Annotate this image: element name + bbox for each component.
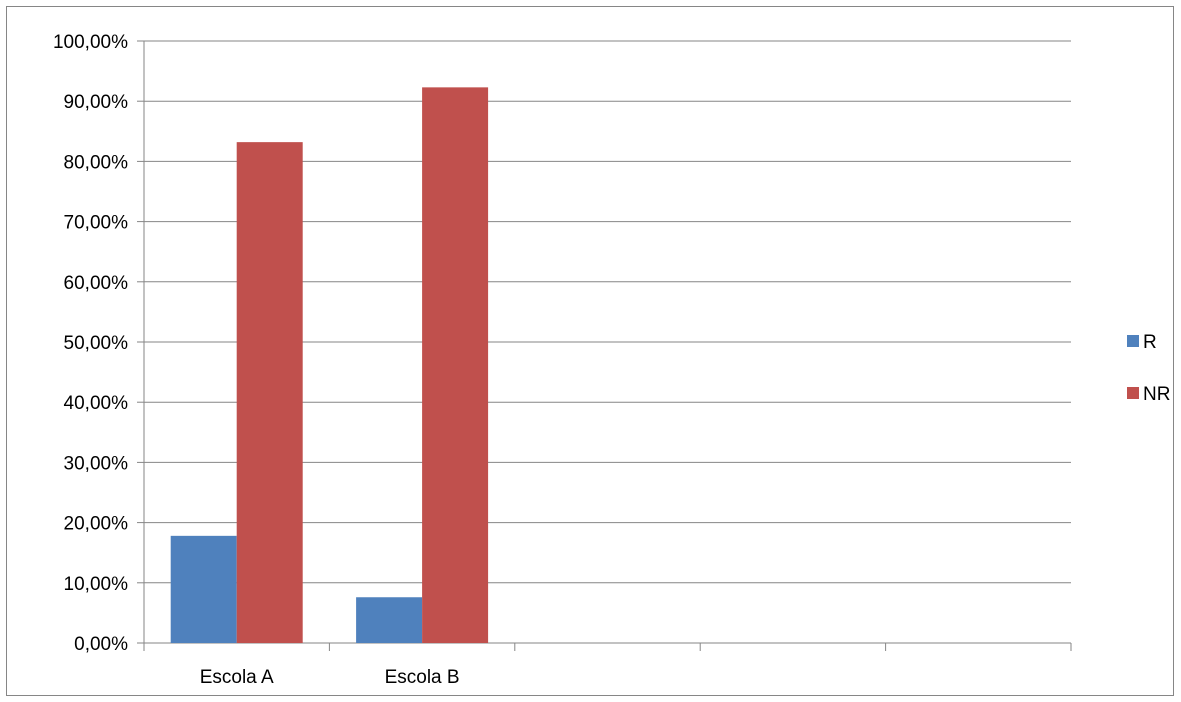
y-tick-label: 80,00% — [64, 152, 129, 173]
y-tick-label: 20,00% — [64, 514, 129, 535]
x-tick-label: Escola B — [385, 667, 460, 688]
y-tick-label: 10,00% — [64, 574, 129, 595]
y-tick-label: 90,00% — [64, 92, 129, 113]
y-tick-label: 70,00% — [64, 213, 129, 234]
legend-swatch-nr — [1127, 387, 1139, 399]
y-tick-label: 50,00% — [64, 333, 129, 354]
y-tick-label: 0,00% — [74, 634, 128, 655]
y-tick-label: 40,00% — [64, 393, 129, 414]
bar-chart: 0,00% 10,00% 20,00% 30,00% 40,00% 50,00% 60,00… — [53, 32, 1170, 688]
bar-r — [356, 597, 423, 643]
legend-label-r: R — [1143, 332, 1157, 353]
bar-nr — [236, 142, 303, 644]
chart-area: 0,00% 10,00% 20,00% 30,00% 40,00% 50,00% 60,00… — [6, 6, 1174, 696]
y-tick-label: 30,00% — [64, 453, 129, 474]
legend-label-nr: NR — [1143, 384, 1170, 405]
y-tick-label: 60,00% — [64, 273, 129, 294]
x-tick-label: Escola A — [200, 667, 274, 688]
bar-r — [170, 535, 237, 643]
legend-swatch-r — [1127, 335, 1139, 347]
y-tick-label: 100,00% — [53, 32, 128, 53]
bar-nr — [422, 87, 489, 643]
